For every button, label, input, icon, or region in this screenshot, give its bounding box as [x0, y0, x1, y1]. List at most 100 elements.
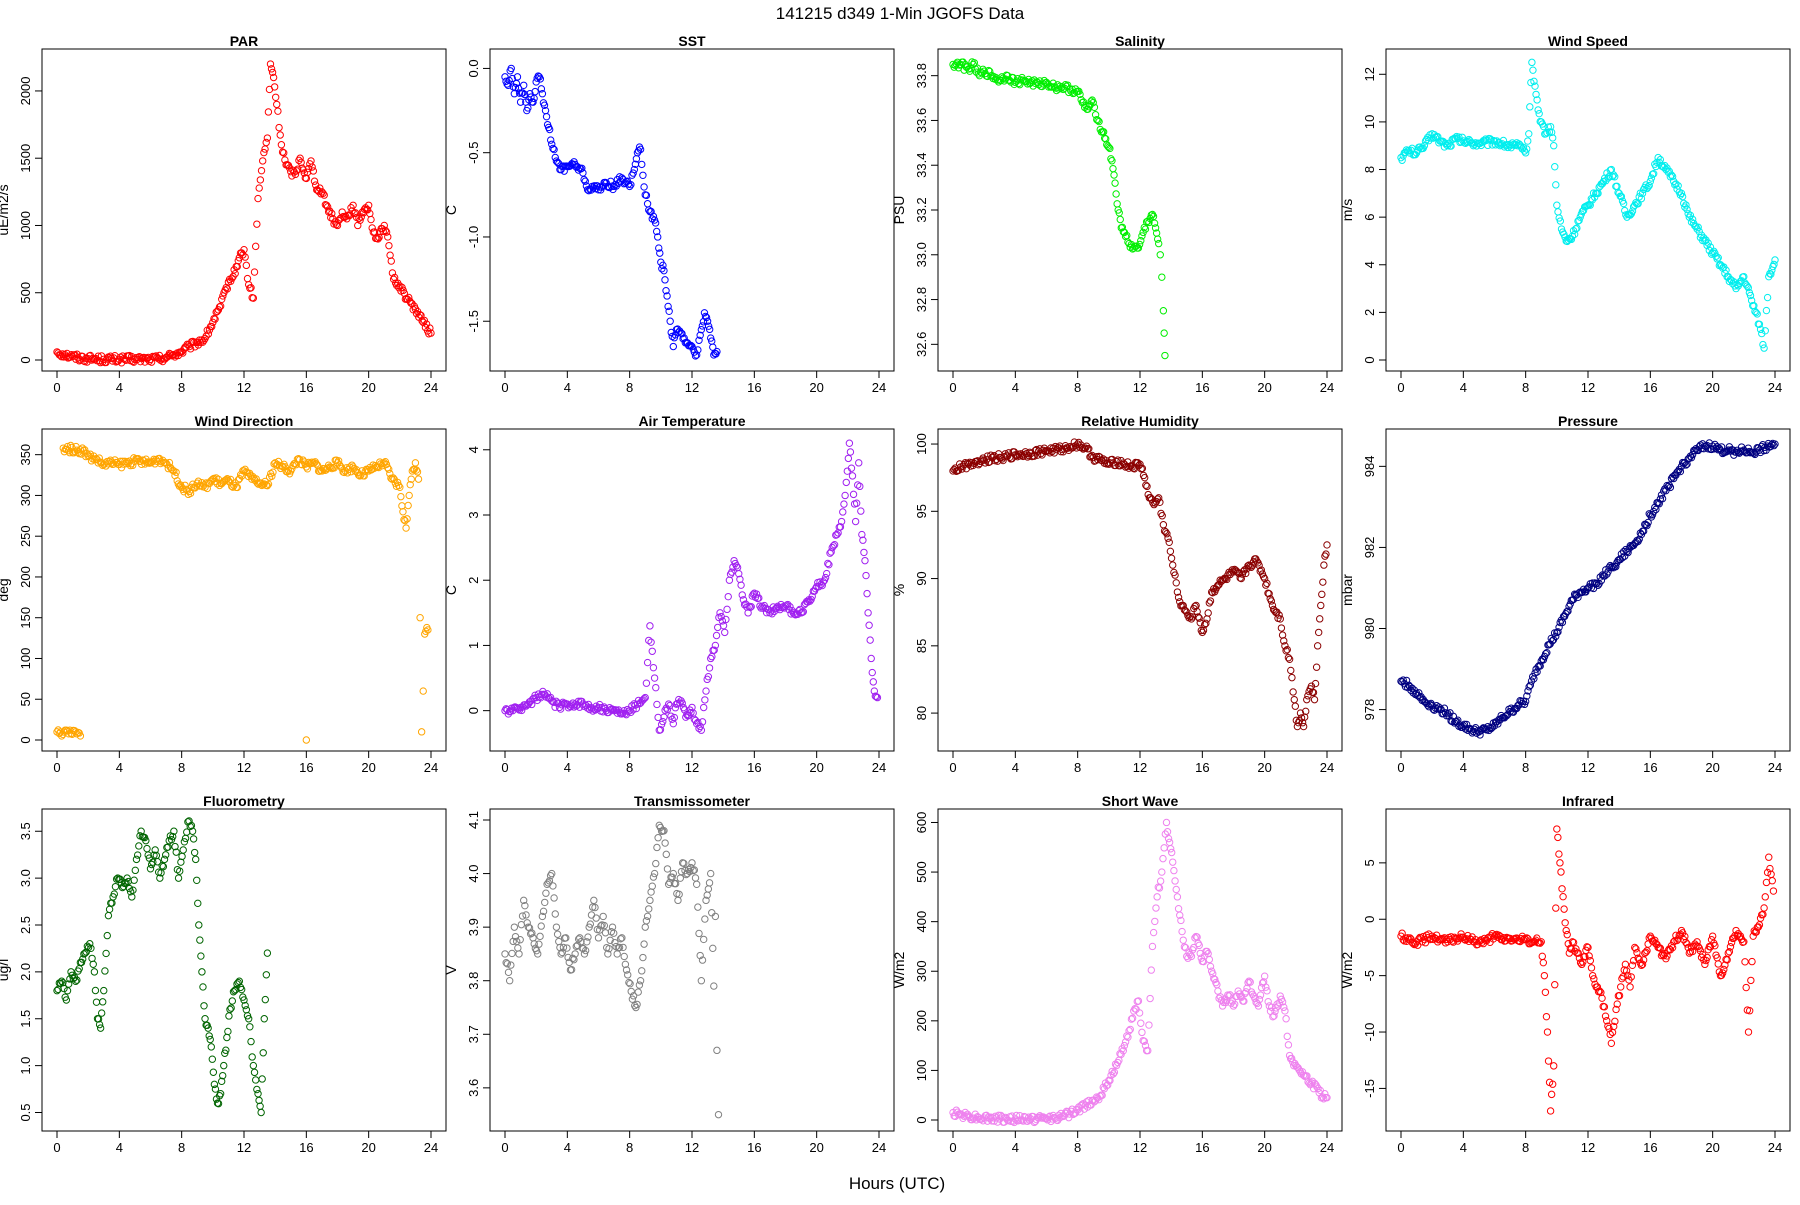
data-point	[1659, 163, 1668, 172]
data-point	[1667, 171, 1676, 179]
data-point	[1535, 109, 1543, 118]
data-point	[143, 844, 151, 853]
data-point	[1282, 647, 1290, 655]
data-point	[556, 705, 565, 713]
data-point	[1555, 850, 1563, 858]
data-point	[1567, 235, 1576, 244]
x-tick-label: 8	[1522, 1140, 1529, 1155]
data-point	[643, 200, 652, 208]
data-point	[1444, 938, 1452, 946]
data-point	[502, 959, 510, 967]
data-point	[725, 576, 734, 584]
data-point	[1090, 103, 1099, 111]
data-point	[1550, 142, 1558, 150]
data-point	[855, 459, 863, 467]
data-point	[606, 936, 614, 944]
data-point	[507, 961, 515, 969]
data-point	[269, 468, 277, 476]
data-point	[1320, 561, 1328, 569]
data-point	[864, 609, 872, 617]
data-point	[419, 687, 427, 695]
data-point	[552, 923, 561, 931]
data-point	[587, 911, 596, 919]
data-point	[839, 508, 847, 516]
data-point	[159, 862, 168, 871]
data-point	[1237, 574, 1245, 583]
data-point	[200, 336, 208, 345]
data-point	[319, 189, 327, 198]
data-point	[1524, 137, 1532, 145]
data-point	[332, 220, 341, 229]
y-tick-label: 33.2	[914, 197, 929, 222]
data-point	[411, 459, 420, 467]
data-point	[1089, 98, 1097, 107]
data-point	[64, 980, 73, 988]
data-point	[1017, 450, 1025, 458]
data-point	[1442, 141, 1451, 149]
data-point	[208, 1055, 217, 1063]
data-point	[1323, 1093, 1331, 1102]
panel-box	[41, 428, 447, 752]
data-point	[858, 530, 866, 539]
data-point	[1180, 606, 1189, 614]
data-point	[1525, 130, 1533, 138]
data-point	[1759, 340, 1767, 349]
data-point	[94, 1015, 103, 1023]
data-point	[80, 950, 88, 958]
data-point	[648, 647, 656, 655]
data-point	[251, 1076, 260, 1084]
data-point	[1586, 956, 1595, 965]
data-point	[1668, 172, 1677, 181]
data-point	[1688, 947, 1697, 956]
data-point	[659, 261, 667, 270]
data-point	[1287, 666, 1295, 675]
data-point	[688, 703, 696, 712]
data-point	[652, 683, 660, 692]
data-point	[1726, 943, 1735, 951]
data-point	[102, 949, 110, 958]
y-axis-label: V	[443, 965, 459, 975]
x-tick-label: 4	[564, 380, 571, 395]
data-point	[660, 827, 668, 835]
data-point	[1718, 969, 1727, 977]
data-point	[1595, 987, 1604, 995]
y-tick-label: 3	[466, 511, 481, 518]
data-point	[1222, 574, 1230, 583]
y-axis-label: PSU	[891, 196, 907, 225]
data-point	[1151, 224, 1160, 232]
data-points	[1397, 825, 1778, 1115]
data-point	[1142, 481, 1150, 489]
data-point	[1494, 720, 1502, 728]
data-point	[1539, 122, 1548, 131]
data-point	[1596, 573, 1604, 581]
data-point	[400, 516, 408, 524]
data-point	[1552, 181, 1560, 189]
data-point	[1424, 133, 1432, 142]
data-point	[1206, 962, 1215, 971]
data-point	[1262, 581, 1270, 589]
data-point	[1713, 255, 1721, 263]
data-point	[223, 1033, 231, 1042]
data-point	[1229, 1002, 1238, 1010]
x-tick-label: 8	[1522, 380, 1529, 395]
data-point	[1702, 956, 1710, 965]
data-point	[328, 209, 336, 218]
data-point	[105, 905, 114, 914]
data-point	[1676, 191, 1685, 199]
data-point	[1105, 143, 1113, 152]
data-point	[241, 253, 249, 261]
x-tick-label: 20	[1705, 380, 1719, 395]
data-point	[1180, 943, 1189, 951]
data-point	[242, 261, 251, 270]
data-point	[1547, 1090, 1556, 1099]
data-point	[646, 896, 654, 905]
data-point	[856, 482, 864, 491]
data-point	[824, 559, 832, 568]
data-point	[231, 269, 239, 278]
data-point	[652, 859, 660, 868]
data-point	[629, 169, 637, 177]
x-tick-label: 8	[626, 760, 633, 775]
x-tick-label: 12	[1133, 380, 1147, 395]
y-tick-label: 33.0	[914, 242, 929, 267]
data-point	[1744, 1028, 1753, 1036]
